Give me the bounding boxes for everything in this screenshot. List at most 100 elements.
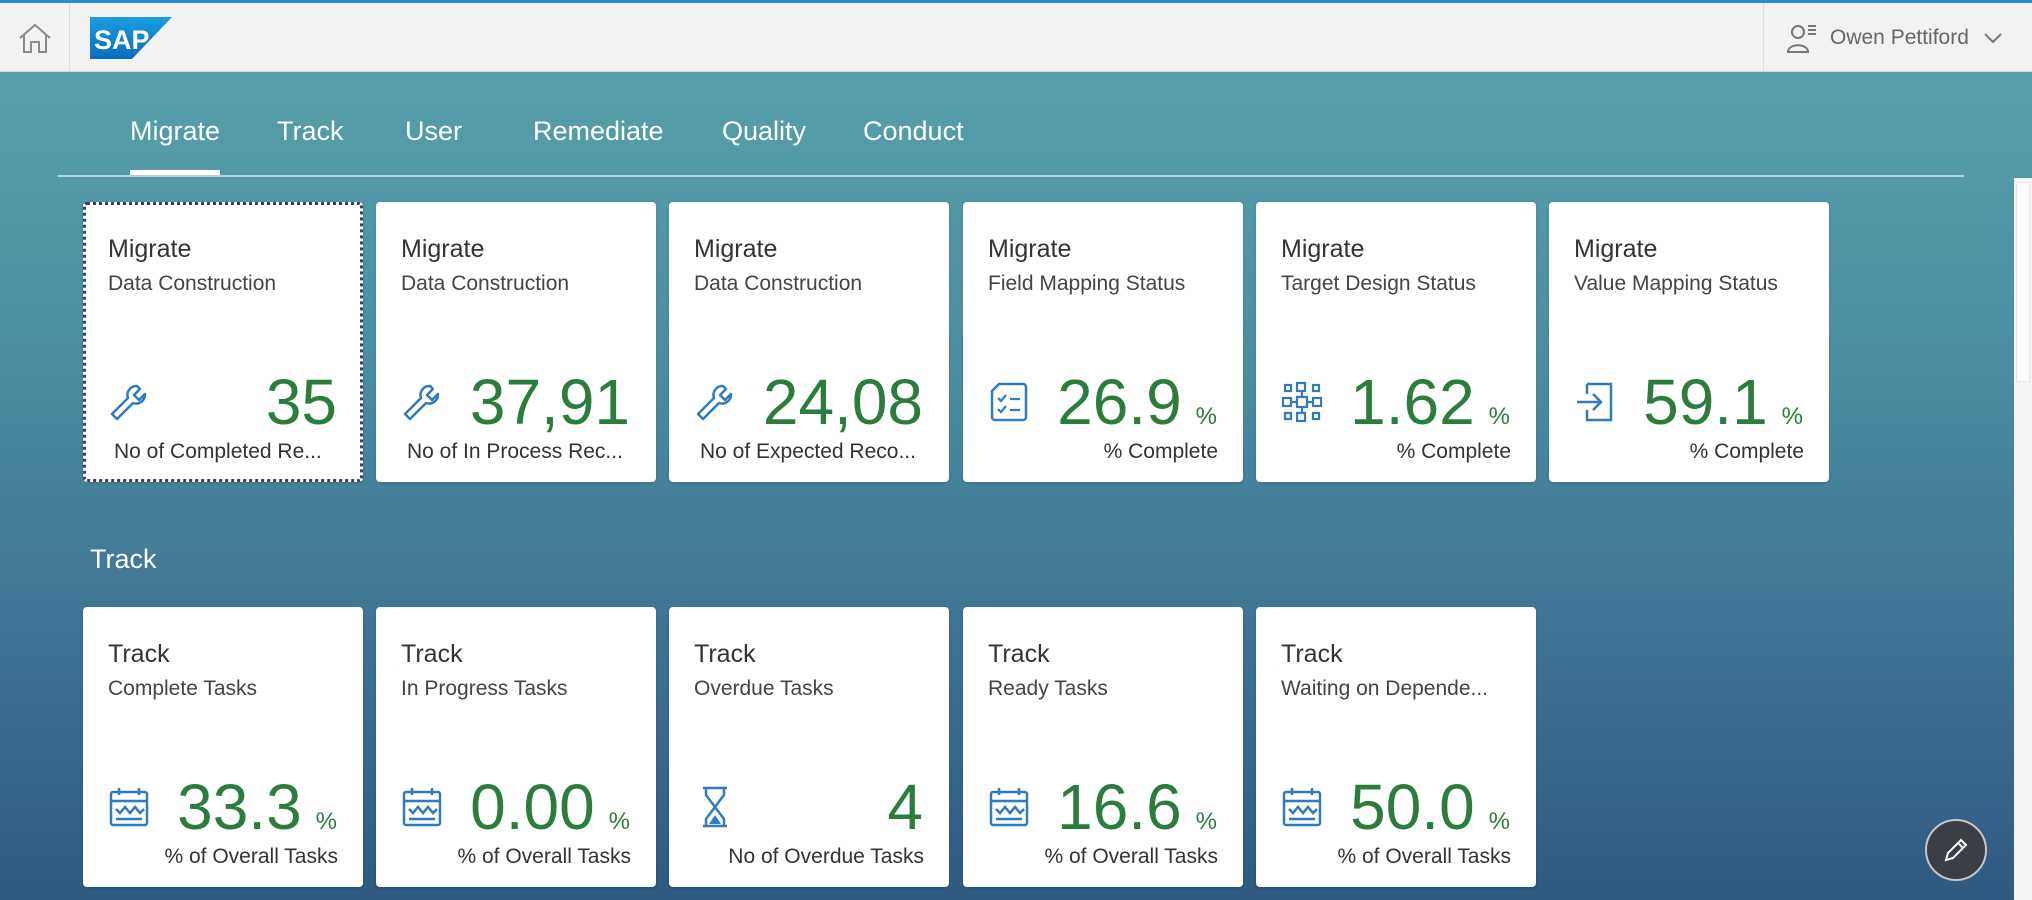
tile-track-complete[interactable]: Track Complete Tasks 33.3% % of Overall … <box>83 607 363 887</box>
tile-subtitle: Data Construction <box>401 272 570 295</box>
tile-track-overdue[interactable]: Track Overdue Tasks 4 No of Overdue Task… <box>669 607 949 887</box>
tab-conduct[interactable]: Conduct <box>863 116 964 175</box>
scrollbar-thumb[interactable] <box>2016 182 2030 382</box>
tile-subtitle: Overdue Tasks <box>694 677 834 700</box>
tile-migrate-in-process-records[interactable]: Migrate Data Construction 37,91 No of In… <box>376 202 656 482</box>
tile-unit: % <box>1781 403 1803 430</box>
tile-subtitle: Waiting on Depende... <box>1281 677 1489 700</box>
tile-subtitle: Target Design Status <box>1281 272 1476 295</box>
tile-value: 33.3% <box>177 775 337 839</box>
tile-number: 33.3 <box>177 771 302 843</box>
wrench-icon <box>110 384 147 421</box>
tile-number: 1.62 <box>1350 366 1475 438</box>
tile-number: 37,91 <box>469 366 630 438</box>
shell-bar: SAP Owen Pettiford <box>0 0 2032 72</box>
tile-value: 37,91 <box>470 370 630 434</box>
tile-unit: % <box>608 808 630 835</box>
tile-migrate-value-mapping[interactable]: Migrate Value Mapping Status 59.1% % Com… <box>1549 202 1829 482</box>
tab-track[interactable]: Track <box>277 116 344 175</box>
wrench-icon <box>403 384 440 421</box>
tile-number: 0.00 <box>470 771 595 843</box>
tile-value: 59.1% <box>1643 370 1803 434</box>
tile-footer: % Complete <box>1689 440 1804 463</box>
tile-migrate-target-design[interactable]: Migrate Target Design Status 1.62% % Com… <box>1256 202 1536 482</box>
tab-label: Track <box>277 116 344 146</box>
tile-number: 50.0 <box>1350 771 1475 843</box>
tab-label: Remediate <box>533 116 664 146</box>
tile-title: Migrate <box>108 235 192 263</box>
tile-title: Track <box>694 640 756 668</box>
task-calendar-icon <box>989 788 1029 827</box>
tile-subtitle: Data Construction <box>108 272 277 295</box>
tile-value: 1.62% <box>1350 370 1510 434</box>
user-name: Owen Pettiford <box>1830 25 1969 49</box>
tile-footer: No of In Process Rec... <box>407 440 623 463</box>
tile-value: 26.9% <box>1057 370 1217 434</box>
home-button[interactable] <box>0 3 70 72</box>
tile-track-ready[interactable]: Track Ready Tasks 16.6% % of Overall Tas… <box>963 607 1243 887</box>
tile-value: 35 <box>266 370 337 434</box>
tile-value: 0.00% <box>470 775 630 839</box>
tab-quality[interactable]: Quality <box>722 116 806 175</box>
tab-bar: Migrate Track User Remediate Quality Con… <box>58 100 1964 177</box>
tile-value: 24,08 <box>763 370 923 434</box>
tile-unit: % <box>1488 808 1510 835</box>
tile-subtitle: In Progress Tasks <box>401 677 568 700</box>
tile-footer: % Complete <box>1103 440 1218 463</box>
tile-title: Migrate <box>1574 235 1658 263</box>
tile-footer: % of Overall Tasks <box>164 845 338 868</box>
tile-number: 4 <box>887 771 923 843</box>
task-calendar-icon <box>1282 788 1322 827</box>
tile-value: 50.0% <box>1350 775 1510 839</box>
tile-subtitle: Data Construction <box>694 272 863 295</box>
tile-title: Track <box>401 640 463 668</box>
tile-value: 4 <box>887 775 923 839</box>
edit-home-button[interactable] <box>1925 819 1987 881</box>
wrench-icon <box>696 384 733 421</box>
network-icon <box>1281 381 1323 423</box>
import-icon <box>1577 382 1613 422</box>
tile-footer: % of Overall Tasks <box>1337 845 1511 868</box>
sap-logo[interactable]: SAP <box>90 17 172 59</box>
tile-value: 16.6% <box>1057 775 1217 839</box>
tile-subtitle: Complete Tasks <box>108 677 258 700</box>
pencil-icon <box>1944 838 1968 862</box>
tile-title: Migrate <box>694 235 778 263</box>
tab-label: Quality <box>722 116 807 146</box>
tab-migrate[interactable]: Migrate <box>130 116 221 175</box>
tile-title: Track <box>1281 640 1343 668</box>
task-calendar-icon <box>109 788 149 827</box>
tab-label: Migrate <box>130 116 221 146</box>
tile-footer: No of Overdue Tasks <box>728 845 924 868</box>
tile-title: Migrate <box>988 235 1072 263</box>
tile-unit: % <box>1195 403 1217 430</box>
tile-subtitle: Ready Tasks <box>988 677 1108 700</box>
tile-footer: % of Overall Tasks <box>1044 845 1218 868</box>
tile-title: Track <box>108 640 170 668</box>
user-menu[interactable]: Owen Pettiford <box>1763 3 2032 72</box>
tile-title: Migrate <box>401 235 485 263</box>
scrollbar[interactable] <box>2014 178 2032 900</box>
chevron-down-icon <box>1984 32 2002 43</box>
tile-migrate-expected-records[interactable]: Migrate Data Construction 24,08 No of Ex… <box>669 202 949 482</box>
tab-label: Conduct <box>863 116 964 146</box>
tile-title: Track <box>988 640 1050 668</box>
tile-track-in-progress[interactable]: Track In Progress Tasks 0.00% % of Overa… <box>376 607 656 887</box>
tile-footer: No of Completed Re... <box>114 440 322 463</box>
hourglass-icon <box>703 786 727 828</box>
tile-unit: % <box>315 808 337 835</box>
tile-number: 35 <box>265 366 337 438</box>
tab-user[interactable]: User <box>405 116 462 175</box>
task-calendar-icon <box>402 788 442 827</box>
checklist-icon <box>990 382 1028 422</box>
tile-migrate-field-mapping[interactable]: Migrate Field Mapping Status 26.9% % Com… <box>963 202 1243 482</box>
tile-unit: % <box>1488 403 1510 430</box>
tile-title: Migrate <box>1281 235 1365 263</box>
tile-migrate-completed-records[interactable]: Migrate Data Construction 35 No of Compl… <box>83 202 363 482</box>
tile-track-waiting[interactable]: Track Waiting on Depende... 50.0% % of O… <box>1256 607 1536 887</box>
user-icon <box>1786 24 1816 53</box>
tab-remediate[interactable]: Remediate <box>533 116 664 175</box>
section-title-track: Track <box>90 544 157 574</box>
tile-number: 26.9 <box>1057 366 1182 438</box>
tile-footer: % of Overall Tasks <box>457 845 631 868</box>
